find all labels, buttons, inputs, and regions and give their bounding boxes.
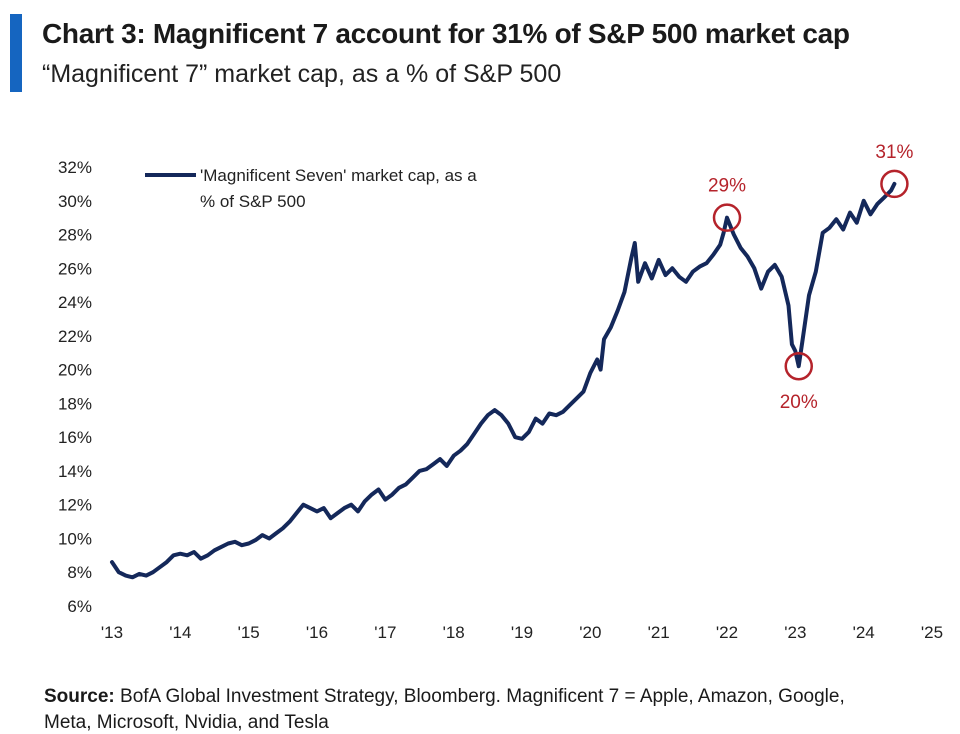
y-tick-label: 10%	[58, 529, 92, 548]
annotation-circle	[784, 351, 813, 381]
y-tick-label: 26%	[58, 259, 92, 278]
x-tick-label: '17	[374, 623, 396, 642]
y-tick-label: 12%	[58, 496, 92, 515]
x-tick-label: '22	[716, 623, 738, 642]
source-text: BofA Global Investment Strategy, Bloombe…	[120, 686, 845, 707]
x-axis: '13 '14 '15 '16 '17 '18 '19 '20 '21 '22 '23 '24 '25	[101, 623, 943, 642]
x-tick-label: '23	[784, 623, 806, 642]
x-tick-label: '21	[648, 623, 670, 642]
x-tick-label: '14	[169, 623, 191, 642]
annotation-label: 31%	[875, 142, 913, 163]
annotation-layer: 29% 20% 31%	[708, 142, 914, 413]
chart-title: Chart 3: Magnificent 7 account for 31% o…	[42, 18, 850, 49]
y-axis: 6% 8% 10% 12% 14% 16% 18% 20% 22% 24% 26% 28% 30% 32%	[58, 158, 92, 616]
x-tick-label: '18	[443, 623, 465, 642]
source-label: Source:	[44, 686, 115, 707]
x-tick-label: '25	[921, 623, 943, 642]
source-note: Meta, Microsoft, Nvidia, and Tesla	[44, 712, 329, 733]
x-tick-label: '15	[238, 623, 260, 642]
y-tick-label: 14%	[58, 462, 92, 481]
x-tick-label: '13	[101, 623, 123, 642]
y-tick-label: 18%	[58, 394, 92, 413]
x-tick-label: '20	[579, 623, 601, 642]
x-tick-label: '24	[853, 623, 875, 642]
y-tick-label: 24%	[58, 293, 92, 312]
y-tick-label: 32%	[58, 158, 92, 177]
y-tick-label: 22%	[58, 327, 92, 346]
accent-bar	[10, 14, 22, 92]
y-tick-label: 16%	[58, 428, 92, 447]
series-line	[110, 181, 897, 580]
legend-label-line1: 'Magnificent Seven' market cap, as a	[200, 166, 477, 185]
annotation-label: 29%	[708, 176, 746, 197]
x-tick-label: '19	[511, 623, 533, 642]
line-chart: 6% 8% 10% 12% 14% 16% 18% 20% 22% 24% 26% 28% 30% 32%…	[58, 142, 943, 642]
source-line: Source: BofA Global Investment Strategy,…	[44, 682, 944, 712]
annotation-circle	[712, 203, 742, 232]
y-tick-label: 6%	[67, 597, 92, 616]
series-layer	[110, 181, 897, 580]
legend-label-line2: % of S&P 500	[200, 192, 306, 211]
annotation-circle	[880, 169, 909, 199]
y-tick-label: 30%	[58, 192, 92, 211]
x-tick-label: '16	[306, 623, 328, 642]
y-tick-label: 8%	[67, 563, 92, 582]
y-tick-label: 28%	[58, 226, 92, 245]
chart-legend: 'Magnificent Seven' market cap, as a % o…	[145, 166, 477, 211]
annotation-label: 20%	[780, 392, 818, 413]
y-tick-label: 20%	[58, 361, 92, 380]
chart-subtitle: “Magnificent 7” market cap, as a % of S&…	[42, 60, 562, 88]
